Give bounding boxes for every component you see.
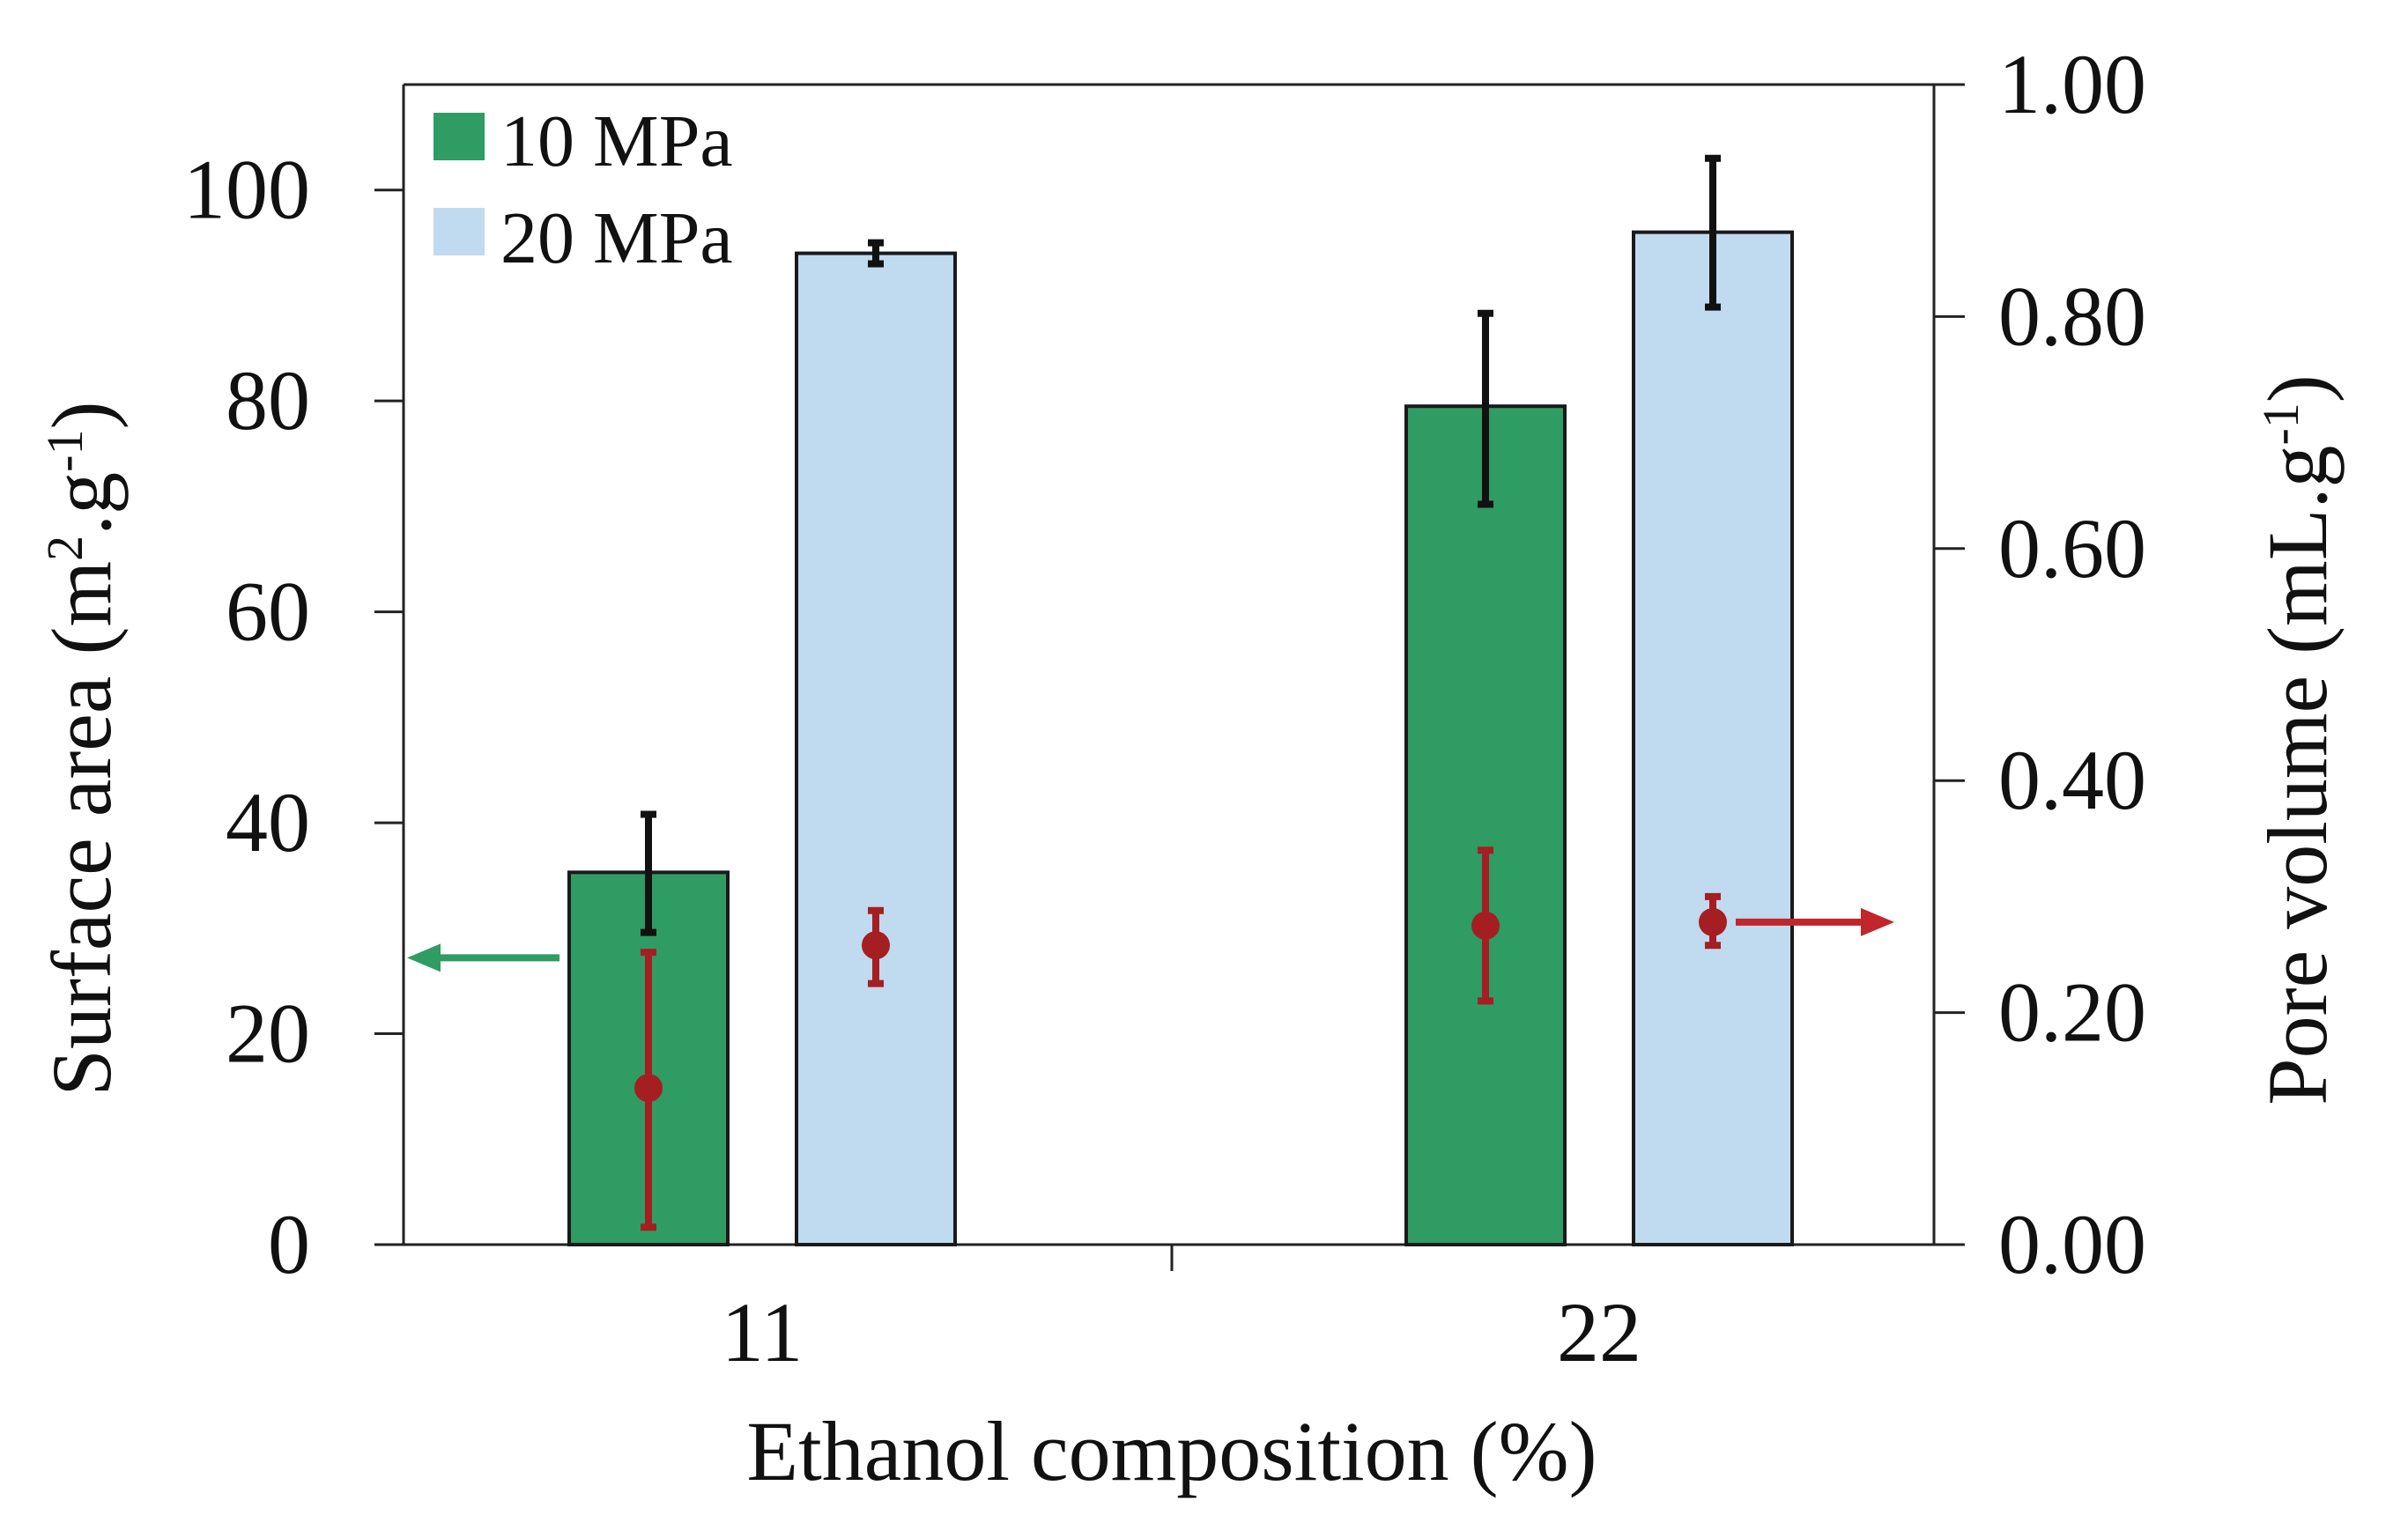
pore-point-20mpa-22 bbox=[1699, 907, 1727, 936]
y-tick-label-80: 80 bbox=[226, 353, 310, 447]
legend: 10 MPa 20 MPa bbox=[433, 100, 733, 279]
bar-10mpa-22 bbox=[1404, 404, 1567, 1247]
y2-tick-label-0.40: 0.40 bbox=[1998, 733, 2146, 827]
y-axis-title: Surface area (m2.g-1) bbox=[34, 402, 129, 1097]
bar-20mpa-22 bbox=[1632, 230, 1794, 1247]
y2-axis-title: Pore volume (mL.g-1) bbox=[2250, 374, 2345, 1105]
y-tick-label-60: 60 bbox=[226, 565, 310, 659]
y-axis-title-end: ) bbox=[34, 402, 129, 430]
x-axis-title: Ethanol composition (%) bbox=[746, 1404, 1597, 1498]
y-tick-label-40: 40 bbox=[226, 775, 310, 869]
y-axis-title-sup1: 2 bbox=[36, 536, 93, 561]
x-tick-label-22: 22 bbox=[1557, 1285, 1641, 1379]
y2-axis-title-sup: -1 bbox=[2252, 403, 2309, 445]
y-tick-label-100: 100 bbox=[183, 143, 310, 237]
ticks-layer: 0 20 40 60 80 100 0.00 0.20 0.40 0.60 0.80 1.00 11 22 bbox=[183, 37, 2146, 1379]
left-arrow-head bbox=[407, 943, 441, 972]
y2-axis-title-end: ) bbox=[2250, 374, 2345, 403]
y-tick-label-0: 0 bbox=[268, 1197, 310, 1291]
y2-tick-label-0.80: 0.80 bbox=[1998, 269, 2146, 363]
legend-label-10mpa: 10 MPa bbox=[500, 100, 733, 182]
arrows-layer bbox=[407, 907, 1894, 972]
pore-point-10mpa-11 bbox=[634, 1074, 663, 1103]
y2-tick-label-0.60: 0.60 bbox=[1998, 501, 2146, 595]
bars-layer bbox=[567, 230, 1794, 1247]
y-axis-title-mid: .g bbox=[34, 472, 129, 536]
bar-20mpa-11 bbox=[795, 251, 957, 1247]
pore-point-20mpa-11 bbox=[862, 931, 890, 960]
error-bars-layer bbox=[641, 154, 1721, 936]
pore-volume-layer bbox=[634, 846, 1727, 1231]
y2-axis-title-text: Pore volume (mL.g bbox=[2250, 446, 2345, 1105]
y-tick-label-20: 20 bbox=[226, 987, 310, 1081]
y2-tick-label-0.00: 0.00 bbox=[1998, 1197, 2146, 1291]
legend-swatch-20mpa bbox=[433, 208, 485, 255]
y-axis-title-sup2: -1 bbox=[36, 430, 93, 472]
x-tick-label-11: 11 bbox=[722, 1285, 803, 1379]
y2-tick-label-0.20: 0.20 bbox=[1998, 965, 2146, 1060]
y-axis-title-text: Surface area (m bbox=[34, 561, 129, 1097]
legend-swatch-10mpa bbox=[433, 113, 485, 160]
pore-point-10mpa-22 bbox=[1471, 911, 1500, 940]
legend-label-20mpa: 20 MPa bbox=[500, 197, 733, 279]
right-arrow-head bbox=[1861, 907, 1894, 936]
y2-tick-label-1.00: 1.00 bbox=[1998, 37, 2146, 131]
